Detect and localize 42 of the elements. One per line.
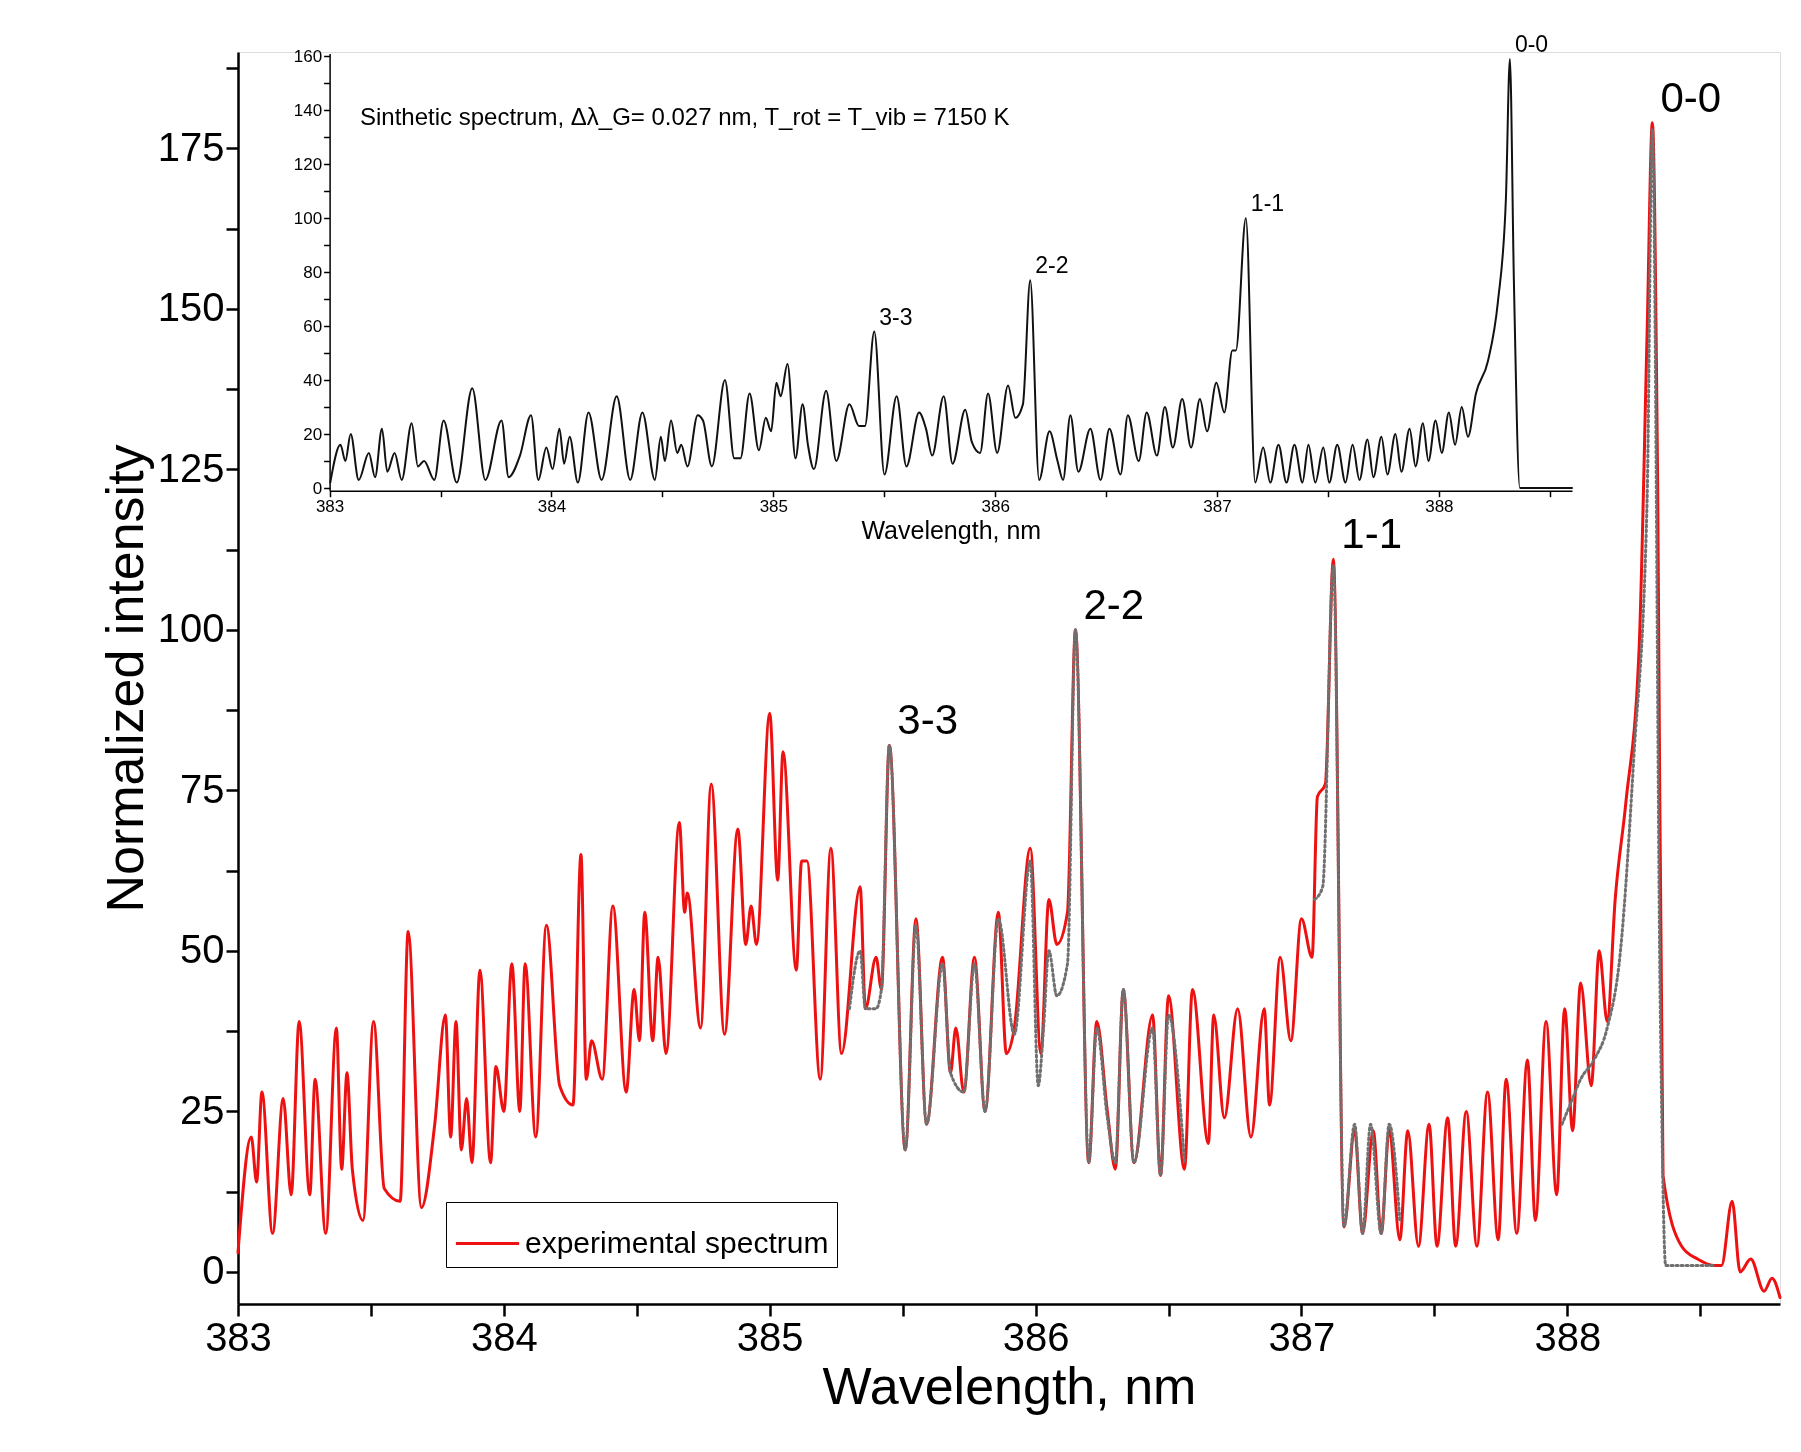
y-tick-label: 20 — [303, 424, 323, 444]
annotation: 0-0 — [1514, 31, 1549, 57]
annotation: 2-2 — [1083, 580, 1145, 628]
annotation: 2-2 — [1035, 252, 1069, 279]
y-tick-label: 160 — [293, 46, 323, 66]
y-tick-label: 100 — [293, 208, 323, 228]
annotation: Sinthetic spectrum, Δλ_G= 0.027 nm, T_rot = T_vib = 7150 K — [360, 103, 1010, 130]
y-tick-label: 120 — [293, 154, 323, 174]
x-tick-label: 388 — [1534, 1314, 1602, 1359]
annotation: 3-3 — [897, 696, 959, 744]
x-tick-label: 386 — [981, 497, 1010, 517]
y-tick-label: 80 — [303, 262, 323, 282]
x-axis-title: Wavelength, nm — [822, 1356, 1197, 1415]
y-tick-label: 50 — [180, 927, 225, 972]
y-axis-title: Normalized intensity — [95, 444, 154, 913]
x-tick-label: 385 — [759, 497, 788, 517]
x-tick-label: 384 — [537, 497, 567, 517]
legend-label: experimental spectrum — [525, 1225, 829, 1259]
y-tick-label: 125 — [157, 445, 225, 490]
annotation: 0-0 — [1660, 73, 1722, 121]
annotation: 1-1 — [1250, 190, 1285, 217]
y-tick-label: 75 — [180, 766, 225, 811]
y-tick-label: 60 — [303, 316, 323, 336]
y-tick-label: 175 — [157, 124, 225, 169]
y-tick-label: 0 — [312, 478, 323, 498]
x-tick-label: 383 — [205, 1314, 272, 1359]
y-tick-label: 25 — [180, 1087, 225, 1132]
x-tick-label: 383 — [315, 497, 345, 517]
y-tick-label: 0 — [202, 1248, 225, 1293]
y-tick-label: 100 — [157, 606, 225, 651]
annotation: 3-3 — [879, 303, 913, 330]
y-tick-label: 40 — [303, 370, 323, 390]
x-tick-label: 387 — [1268, 1314, 1336, 1359]
x-tick-label: 385 — [736, 1314, 804, 1359]
y-tick-label: 140 — [293, 100, 323, 120]
x-tick-label: 388 — [1425, 497, 1454, 517]
x-tick-label: 386 — [1002, 1314, 1070, 1359]
annotation: 1-1 — [1341, 510, 1403, 558]
x-axis-title: Wavelength, nm — [861, 516, 1042, 545]
y-tick-label: 150 — [157, 285, 225, 330]
x-tick-label: 384 — [470, 1314, 538, 1359]
x-tick-label: 387 — [1203, 497, 1232, 517]
